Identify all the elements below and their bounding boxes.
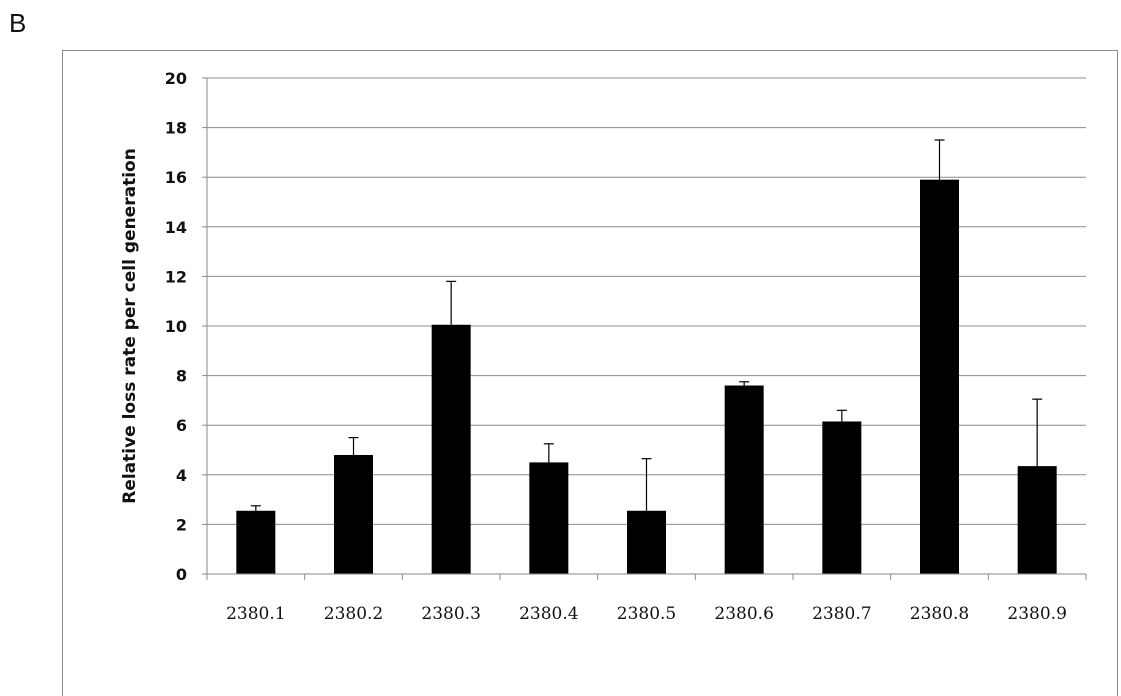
y-tick-label: 14 — [165, 218, 187, 237]
bar — [1017, 466, 1057, 574]
x-tick-label: 2380.7 — [812, 604, 871, 624]
y-tick-label: 18 — [165, 119, 187, 138]
error-bars — [250, 139, 1043, 511]
y-tick-label: 20 — [165, 69, 187, 88]
x-tick-label: 2380.4 — [519, 604, 578, 624]
panel-label: B — [9, 8, 27, 38]
y-tick-label: 8 — [176, 367, 187, 386]
x-tick-label: 2380.2 — [324, 604, 383, 624]
error-bar — [641, 458, 652, 511]
bar — [529, 462, 569, 574]
error-bar — [348, 437, 359, 455]
x-tick-label: 2380.6 — [714, 604, 773, 624]
bar — [334, 454, 373, 574]
error-bar — [543, 443, 554, 463]
y-tick-label: 4 — [176, 466, 187, 485]
error-bar — [250, 505, 261, 511]
chart-frame — [62, 50, 1118, 696]
x-tick-label: 2380.3 — [421, 604, 480, 624]
y-tick-label: 12 — [165, 267, 187, 286]
y-tick-labels: 0 2 4 6 8 10 12 14 16 18 20 — [165, 69, 187, 584]
bar — [724, 385, 764, 574]
error-bar — [934, 139, 945, 180]
y-tick-label: 16 — [165, 168, 187, 187]
error-bar — [739, 381, 750, 386]
y-tick-label: 6 — [176, 416, 187, 435]
y-tick-label: 0 — [176, 565, 187, 584]
bar — [627, 510, 666, 574]
error-bar — [836, 409, 847, 422]
bar — [822, 421, 862, 574]
x-tick-label: 2380.9 — [1007, 604, 1066, 624]
bar — [920, 179, 959, 574]
y-tick-label: 2 — [176, 515, 187, 534]
x-tick-labels: 2380.1 2380.2 2380.3 2380.4 2380.5 2380.6 2380… — [226, 604, 1067, 624]
error-bar — [446, 280, 457, 325]
x-tick-label: 2380.1 — [226, 604, 285, 624]
x-tick-label: 2380.8 — [910, 604, 969, 624]
bars — [236, 179, 1057, 574]
error-bar — [1032, 398, 1043, 467]
bar — [431, 324, 471, 574]
x-tick-label: 2380.5 — [617, 604, 676, 624]
bar — [236, 510, 276, 574]
y-axis-label: Relative loss rate per cell generation — [120, 148, 140, 504]
y-tick-label: 10 — [165, 317, 187, 336]
axes — [202, 77, 1087, 580]
